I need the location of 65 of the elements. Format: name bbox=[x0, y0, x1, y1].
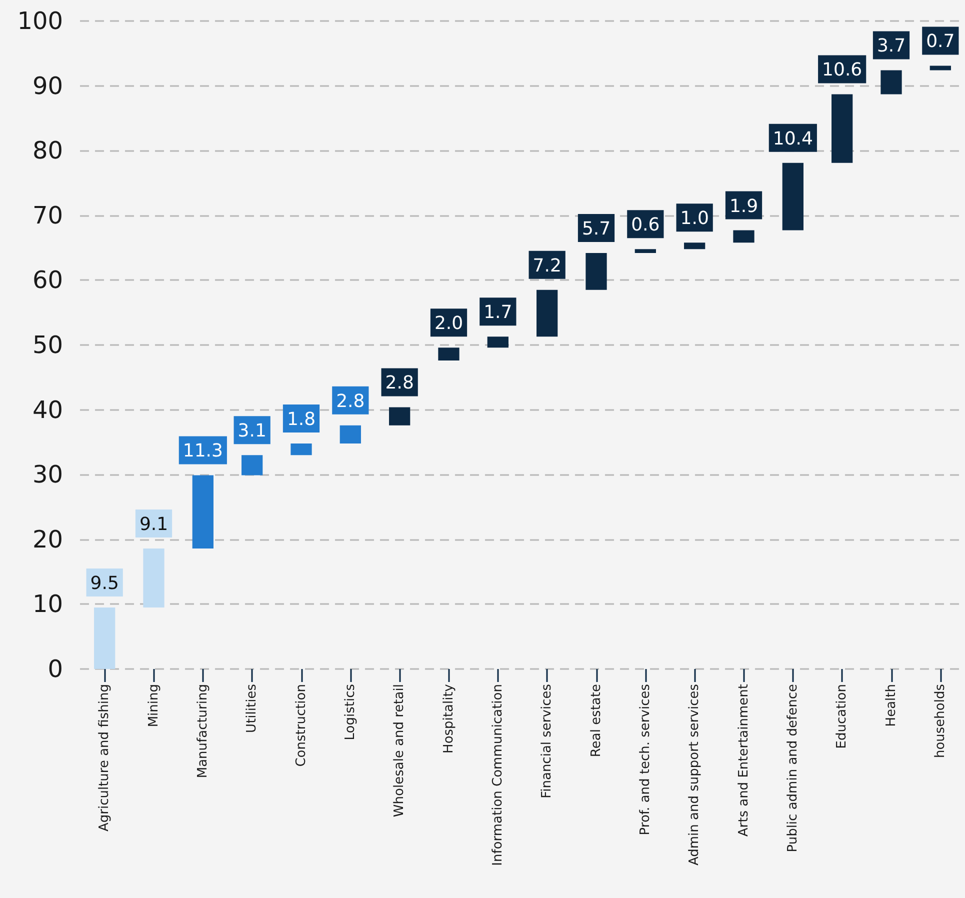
x-tick-label: Manufacturing bbox=[195, 684, 210, 778]
y-tick-label: 60 bbox=[32, 266, 63, 294]
y-tick-label: 70 bbox=[32, 201, 63, 230]
data-label: 2.0 bbox=[434, 313, 464, 334]
data-label: 9.5 bbox=[90, 572, 119, 594]
data-label: 11.3 bbox=[182, 440, 223, 462]
y-tick-label: 80 bbox=[32, 136, 63, 165]
y-tick-label: 40 bbox=[32, 396, 63, 424]
y-tick-label: 90 bbox=[32, 72, 63, 100]
x-tick-label: Public admin and defence bbox=[785, 684, 800, 852]
x-tick-label: Hospitality bbox=[441, 684, 456, 754]
y-tick-label: 0 bbox=[48, 655, 63, 683]
x-tick-label: Information Communication bbox=[490, 684, 506, 866]
x-tick-label: Financial services bbox=[540, 684, 555, 798]
bar bbox=[290, 443, 312, 456]
data-label: 1.9 bbox=[729, 196, 758, 217]
x-tick-label: Mining bbox=[146, 684, 162, 728]
bar bbox=[487, 336, 508, 348]
data-label: 2.8 bbox=[385, 372, 414, 394]
bar bbox=[536, 290, 558, 337]
bar bbox=[832, 94, 853, 163]
bar bbox=[143, 548, 164, 608]
bar bbox=[94, 607, 116, 669]
y-tick-label: 10 bbox=[32, 590, 63, 618]
y-tick-label: 30 bbox=[32, 460, 63, 489]
data-label: 10.4 bbox=[772, 128, 813, 150]
y-tick-label: 50 bbox=[32, 331, 63, 359]
x-tick-label: households bbox=[932, 684, 948, 758]
bar bbox=[438, 348, 460, 361]
data-label: 1.8 bbox=[286, 408, 316, 430]
x-tick-label: Health bbox=[884, 684, 899, 727]
x-tick-label: Utilities bbox=[244, 684, 260, 733]
x-tick-label: Agriculture and fishing bbox=[97, 684, 112, 832]
data-label: 7.2 bbox=[532, 255, 562, 276]
y-tick-label: 20 bbox=[32, 525, 63, 554]
bar bbox=[782, 162, 804, 230]
bar bbox=[340, 425, 361, 444]
x-tick-label: Construction bbox=[294, 684, 309, 767]
data-label: 5.7 bbox=[582, 218, 611, 240]
x-tick-label: Admin and support services bbox=[687, 684, 702, 866]
x-tick-label: Education bbox=[834, 684, 850, 749]
data-label: 3.7 bbox=[876, 36, 906, 57]
bar bbox=[242, 455, 263, 476]
x-tick-label: Arts and Entertainment bbox=[736, 684, 752, 837]
data-label: 1.7 bbox=[484, 302, 512, 324]
bar bbox=[880, 70, 902, 94]
data-label: 0.6 bbox=[631, 214, 660, 236]
data-label: 2.8 bbox=[336, 390, 365, 412]
x-tick-label: Logistics bbox=[342, 684, 358, 740]
data-label: 9.1 bbox=[139, 514, 168, 535]
bar bbox=[389, 407, 410, 426]
x-tick-label: Real estate bbox=[588, 684, 604, 758]
data-label: 0.7 bbox=[926, 31, 955, 52]
bar bbox=[930, 66, 951, 70]
y-tick-label: 100 bbox=[17, 7, 63, 35]
data-label: 10.6 bbox=[822, 60, 862, 81]
x-tick-label: Wholesale and retail bbox=[392, 684, 408, 818]
data-label: 1.0 bbox=[680, 208, 709, 230]
bar bbox=[586, 252, 607, 290]
bar bbox=[634, 249, 656, 253]
x-tick-label: Prof. and tech. services bbox=[638, 684, 653, 836]
bar bbox=[733, 230, 754, 243]
bar bbox=[192, 475, 214, 548]
data-label: 3.1 bbox=[238, 420, 266, 442]
bar bbox=[684, 242, 706, 250]
